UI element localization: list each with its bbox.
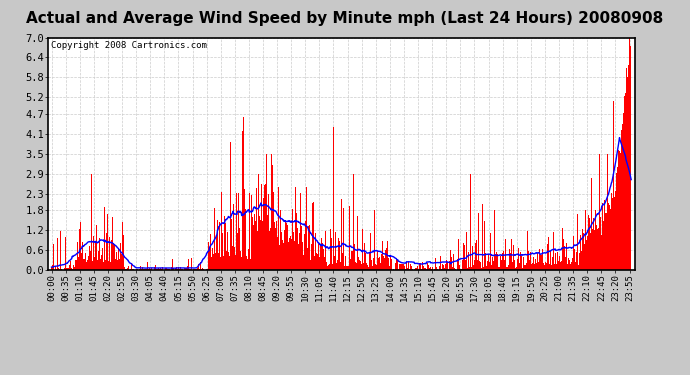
Text: Copyright 2008 Cartronics.com: Copyright 2008 Cartronics.com [51, 41, 207, 50]
Text: Actual and Average Wind Speed by Minute mph (Last 24 Hours) 20080908: Actual and Average Wind Speed by Minute … [26, 11, 664, 26]
